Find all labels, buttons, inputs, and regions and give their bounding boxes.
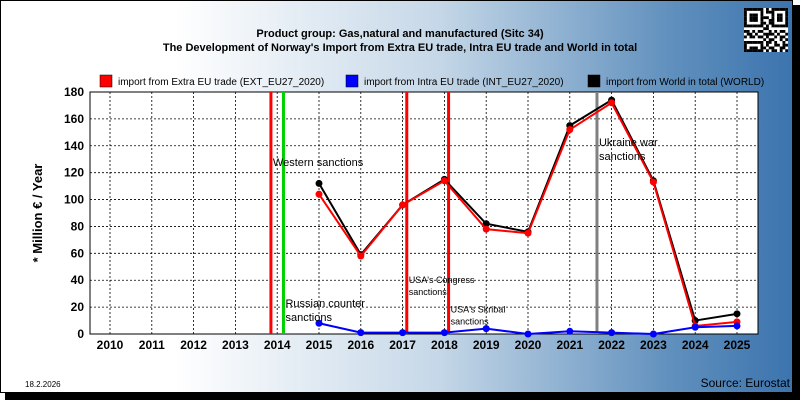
y-tick-label: 140 [64,139,84,153]
data-point [524,330,532,338]
chart-title-line2: The Development of Norway's Import from … [162,42,638,54]
data-point [566,327,574,335]
y-tick-label: 0 [77,327,84,341]
x-tick-label: 2012 [180,338,207,352]
data-point [440,329,448,337]
event-label: USA's Congress [409,275,475,285]
y-tick-label: 80 [71,219,85,233]
x-tick-label: 2020 [515,338,542,352]
x-tick-label: 2016 [347,338,374,352]
data-point [733,310,741,318]
data-point [482,220,490,228]
data-point [649,178,657,186]
data-point [524,229,532,237]
legend-swatch [99,74,113,88]
data-point [315,190,323,198]
legend-label: import from Intra EU trade (INT_EU27_202… [364,77,564,88]
footer-source: Source: Eurostat [700,376,790,390]
frame-shadow-right [793,5,800,400]
plot-area [89,91,759,335]
x-tick-label: 2015 [306,338,333,352]
data-point [357,252,365,260]
event-label: sanctions [451,316,490,326]
data-point [566,126,574,134]
x-tick-label: 2024 [682,338,709,352]
legend-label: import from World in total (WORLD) [606,77,764,88]
y-tick-label: 60 [71,246,85,260]
footer-date: 18.2.2026 [25,380,61,389]
qr-code-icon [744,8,788,52]
data-point [315,319,323,327]
y-tick-label: 180 [64,85,84,99]
data-point [608,329,616,337]
data-point [315,179,323,187]
data-point [608,99,616,107]
x-tick-label: 2022 [598,338,625,352]
event-label: Russian counter [285,298,365,310]
legend-swatch [587,74,601,88]
x-tick-label: 2017 [389,338,416,352]
y-tick-label: 100 [64,193,84,207]
x-tick-label: 2013 [222,338,249,352]
x-tick-label: 2019 [473,338,500,352]
x-tick-label: 2025 [724,338,751,352]
y-tick-label: 120 [64,166,84,180]
event-label: Western sanctions [273,157,364,169]
data-point [733,322,741,330]
event-label: USA's Skribal [451,304,506,314]
data-point [649,330,657,338]
x-tick-label: 2010 [97,338,124,352]
chart-title-line1: Product group: Gas,natural and manufactu… [256,28,544,40]
data-point [691,323,699,331]
data-point [357,329,365,337]
data-point [399,201,407,209]
event-label: sanctions [599,151,646,163]
legend-label: import from Extra EU trade (EXT_EU27_202… [118,77,324,88]
x-tick-label: 2023 [640,338,667,352]
x-tick-label: 2021 [556,338,583,352]
event-label: sanctions [285,312,332,324]
event-label: Ukraine war [599,137,658,149]
x-tick-label: 2014 [264,338,291,352]
data-point [440,177,448,185]
x-tick-label: 2011 [139,338,165,352]
x-tick-label: 2018 [431,338,458,352]
frame-shadow-bottom [5,393,800,400]
event-label: sanctions [409,287,448,297]
y-tick-label: 20 [71,300,85,314]
data-point [482,225,490,233]
data-point [399,329,407,337]
data-point [482,325,490,333]
y-tick-label: 40 [71,273,85,287]
y-axis-label: * Million € / Year [30,164,45,263]
legend-swatch [345,74,359,88]
y-tick-label: 160 [64,112,84,126]
